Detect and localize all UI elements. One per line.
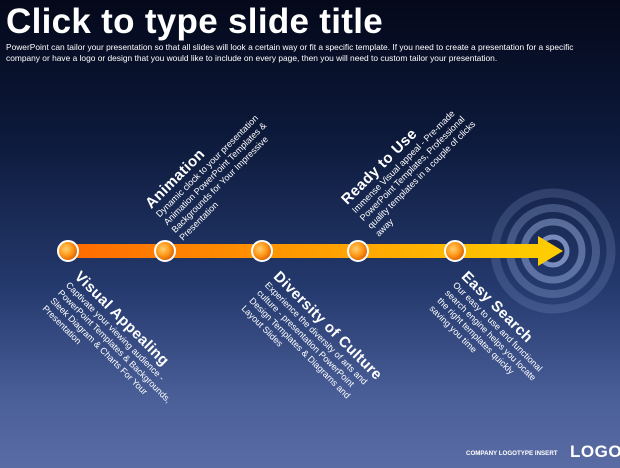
timeline-milestone-dots [57,240,466,262]
timeline-arrow [66,236,563,266]
logo: LOGO [570,442,620,461]
company-logotype-text: COMPANY LOGOTYPE INSERT [466,450,558,457]
slide-title[interactable]: Click to type slide title [6,2,384,41]
slide-subtitle[interactable]: PowerPoint can tailor your presentation … [6,42,574,63]
